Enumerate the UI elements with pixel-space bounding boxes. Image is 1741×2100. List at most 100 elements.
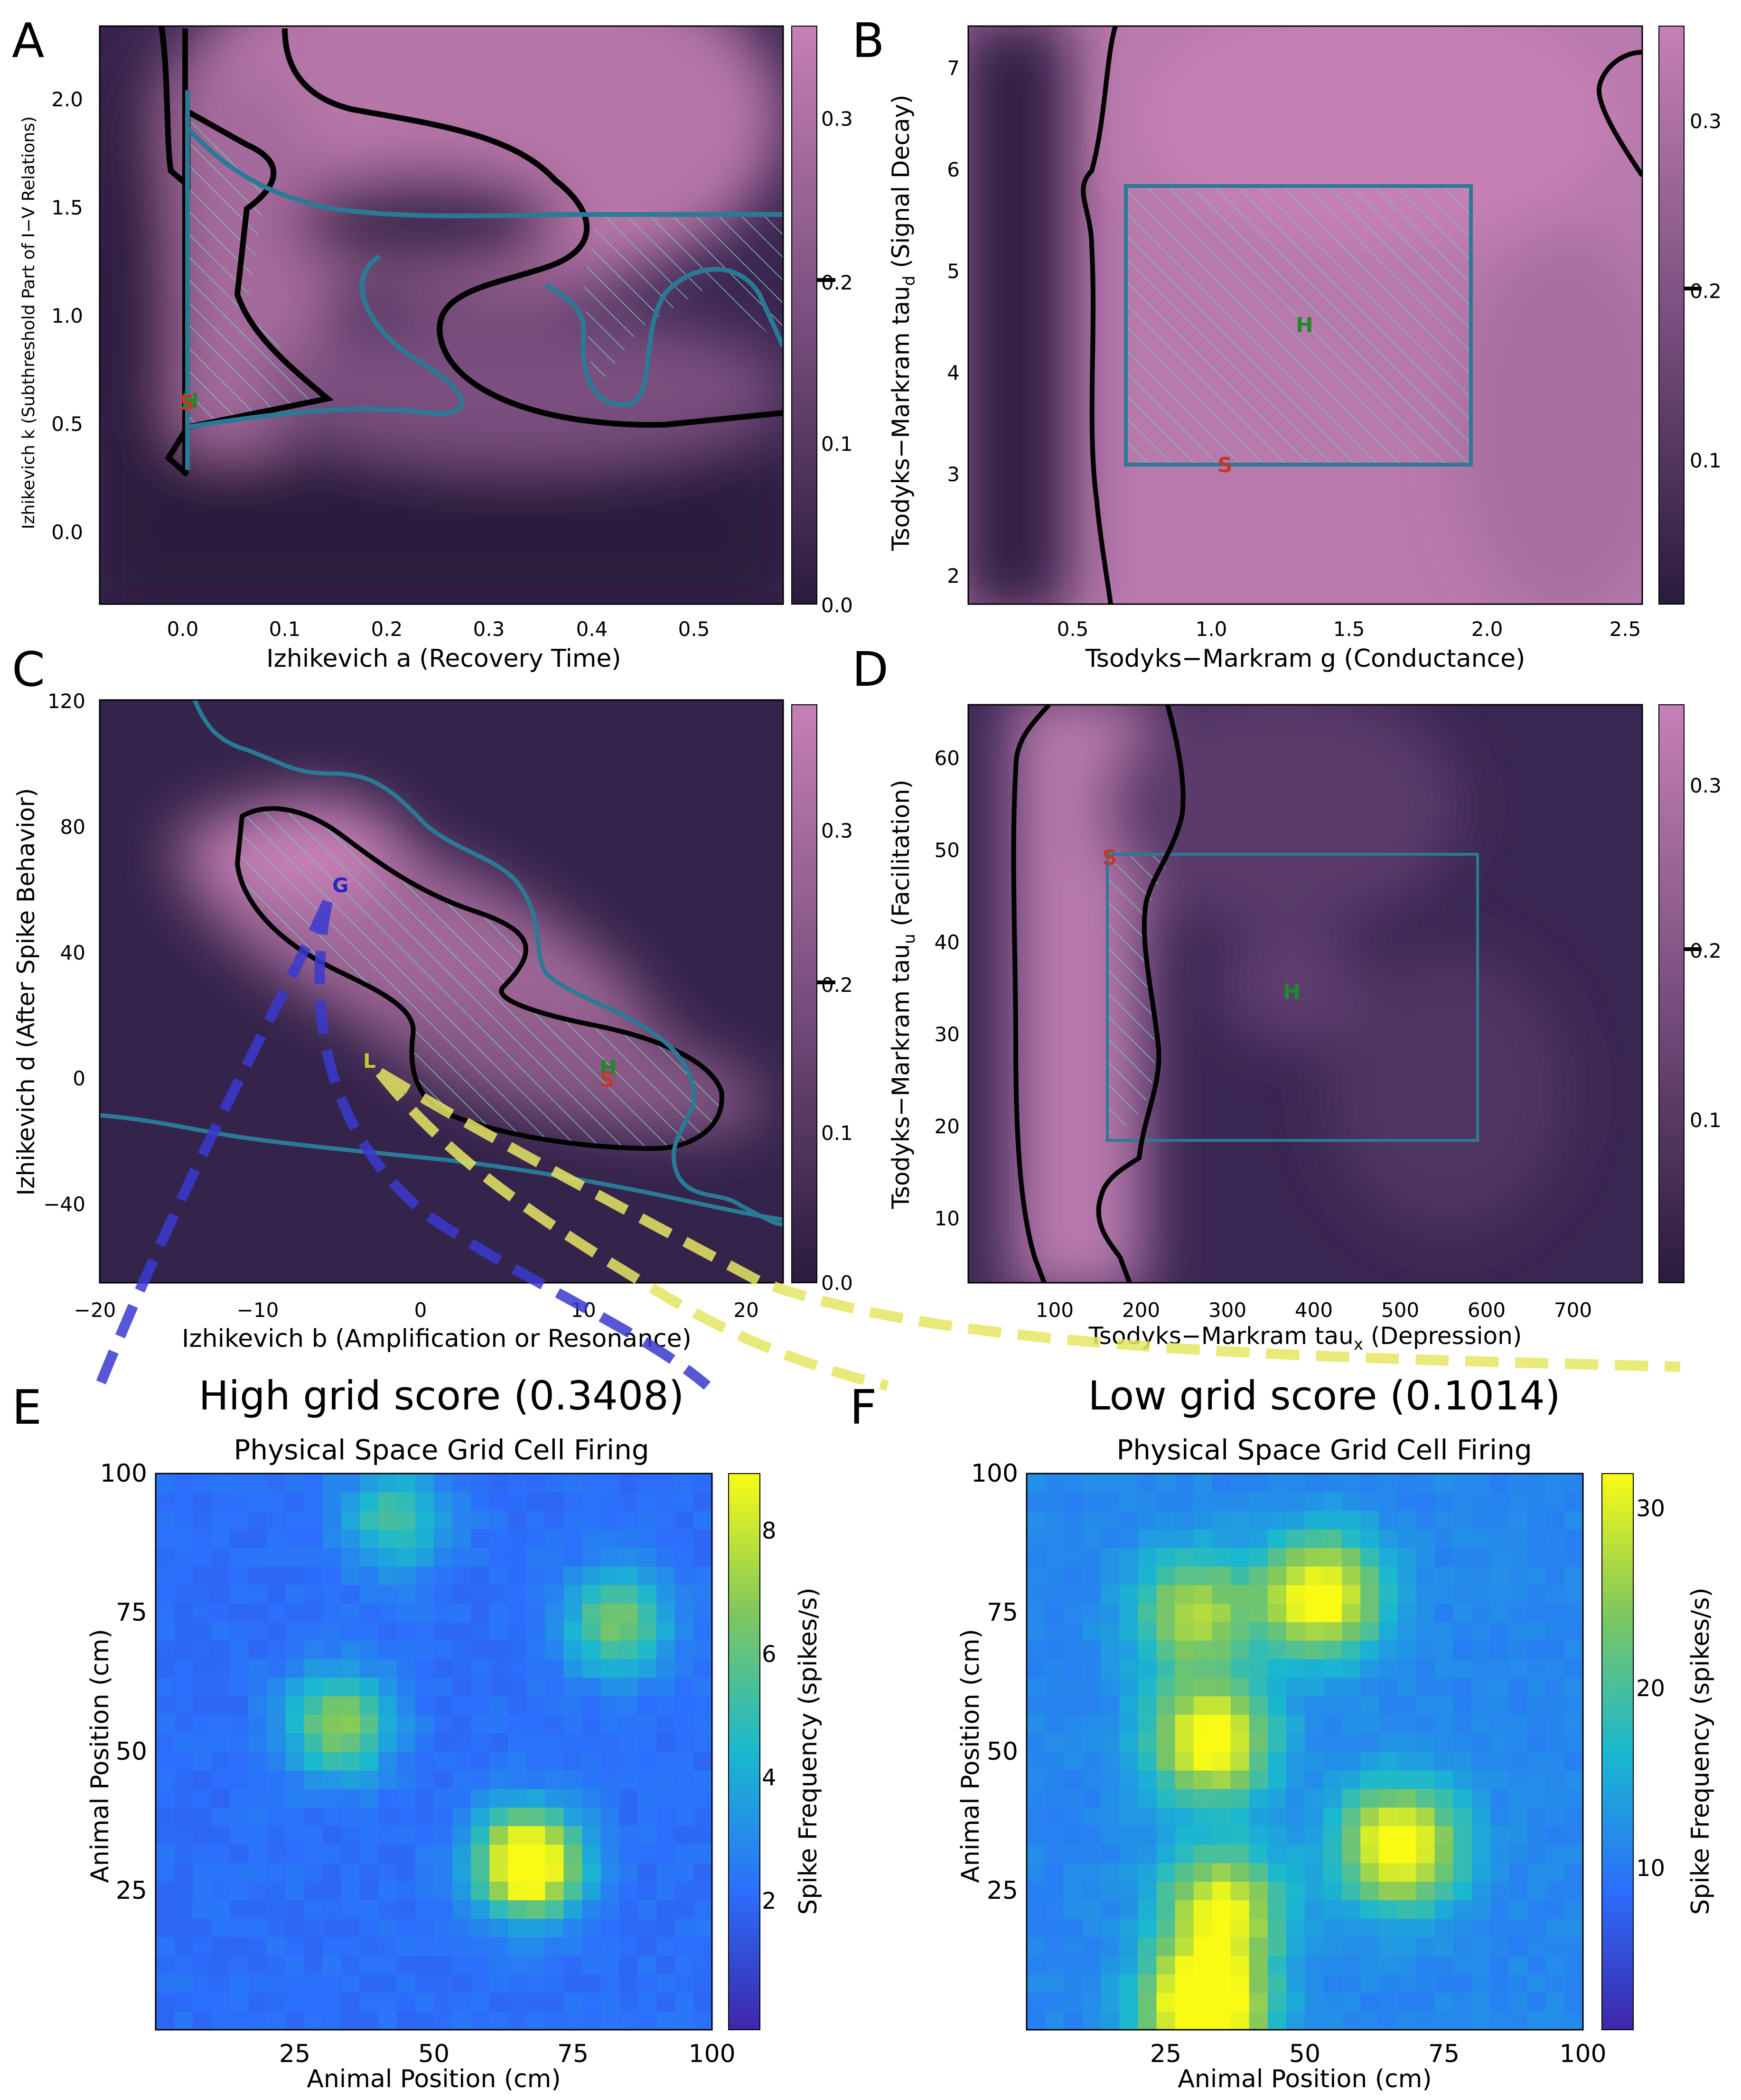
heatmap-cell [285, 1807, 305, 1826]
heatmap-cell [174, 1770, 193, 1789]
heatmap-cell [1527, 2011, 1546, 2030]
heatmap-cell [1453, 1900, 1472, 1919]
heatmap-cell [1119, 1622, 1138, 1641]
heatmap-cell [674, 1640, 694, 1660]
heatmap-cell [489, 1585, 508, 1604]
heatmap-cell [211, 1640, 230, 1660]
heatmap-cell [1212, 1622, 1231, 1641]
heatmap-cell [1045, 1474, 1064, 1493]
heatmap-cell [285, 1826, 305, 1845]
heatmap-cell [489, 1881, 508, 1901]
heatmap-cell [452, 1900, 471, 1919]
panel-a-mid-band [256, 313, 783, 465]
heatmap-cell [1212, 1807, 1231, 1826]
heatmap-cell [1138, 1844, 1157, 1863]
panel-c-ytick: 40 [60, 941, 85, 964]
panel-c-black-contour [234, 806, 724, 1151]
heatmap-cell [1342, 1585, 1361, 1604]
heatmap-cell [434, 1937, 453, 1956]
heatmap-cell [341, 1974, 360, 1993]
heatmap-cell [674, 1566, 694, 1585]
heatmap-cell [1416, 1585, 1435, 1604]
heatmap-cell [322, 1511, 342, 1530]
heatmap-cell [193, 1585, 212, 1604]
heatmap-cell [508, 1622, 527, 1641]
heatmap-cell [1101, 1603, 1120, 1623]
panel-a-colorbar: 0.0 0.1 0.2 0.3 [791, 26, 853, 617]
heatmap-cell [396, 1548, 416, 1567]
heatmap-cell [656, 1789, 675, 1808]
heatmap-cell [359, 1900, 379, 1919]
heatmap-cell [471, 1974, 490, 1993]
heatmap-cell [1212, 1696, 1231, 1715]
heatmap-cell [1101, 2011, 1120, 2030]
heatmap-cell [1249, 1918, 1268, 1938]
heatmap-cell [285, 1900, 305, 1919]
panel-e-ytick: 50 [116, 1737, 147, 1766]
heatmap-cell [304, 1696, 323, 1715]
heatmap-cell [1545, 1733, 1565, 1752]
heatmap-cell [1490, 1974, 1509, 1993]
heatmap-cell [1397, 1677, 1416, 1697]
heatmap-cell [322, 1863, 342, 1882]
heatmap-cell [248, 1714, 267, 1734]
heatmap-cell [1249, 1974, 1268, 1993]
heatmap-cell [693, 1603, 712, 1623]
heatmap-cell [322, 1622, 342, 1641]
heatmap-cell [1082, 2011, 1101, 2030]
heatmap-cell [637, 1529, 657, 1548]
heatmap-cell [267, 1937, 286, 1956]
heatmap-cell [545, 1714, 564, 1734]
heatmap-cell [174, 1826, 193, 1845]
heatmap-cell [322, 1826, 342, 1845]
heatmap-cell [248, 1622, 267, 1641]
heatmap-cell [248, 1752, 267, 1771]
heatmap-cell [434, 1881, 453, 1901]
heatmap-cell [452, 1789, 471, 1808]
heatmap-cell [1564, 1844, 1583, 1863]
heatmap-cell [563, 1640, 583, 1660]
heatmap-cell [471, 1752, 490, 1771]
heatmap-cell [378, 1640, 397, 1660]
heatmap-cell [1453, 1622, 1472, 1641]
heatmap-cell [674, 1974, 694, 1993]
heatmap-cell [1045, 1714, 1064, 1734]
heatmap-cell [1416, 1677, 1435, 1697]
heatmap-cell [1119, 1992, 1138, 2012]
heatmap-cell [1212, 1826, 1231, 1845]
heatmap-cell [1045, 1844, 1064, 1863]
heatmap-cell [267, 2011, 286, 2030]
heatmap-cell [452, 1659, 471, 1678]
heatmap-cell [471, 1548, 490, 1567]
heatmap-cell [1156, 1529, 1176, 1548]
heatmap-cell [1119, 1900, 1138, 1919]
heatmap-cell [1323, 1659, 1342, 1678]
heatmap-cell [619, 1789, 638, 1808]
panel-c-marker-g: G [332, 874, 348, 897]
heatmap-cell [600, 1752, 620, 1771]
heatmap-cell [1527, 1492, 1546, 1511]
heatmap-cell [1564, 1566, 1583, 1585]
heatmap-cell [1156, 1918, 1176, 1938]
heatmap-cell [1230, 1863, 1250, 1882]
heatmap-cell [1138, 1603, 1157, 1623]
heatmap-cell [1490, 1474, 1509, 1493]
heatmap-cell [248, 1566, 267, 1585]
heatmap-cell [600, 1844, 620, 1863]
heatmap-cell [378, 1548, 397, 1567]
heatmap-cell [1490, 1696, 1509, 1715]
heatmap-cell [341, 1733, 360, 1752]
heatmap-cell [1416, 1752, 1435, 1771]
heatmap-cell [396, 1474, 416, 1493]
heatmap-cell [174, 1881, 193, 1901]
heatmap-cell [1545, 1974, 1565, 1993]
heatmap-cell [1360, 1937, 1379, 1956]
heatmap-cell [1360, 1640, 1379, 1660]
heatmap-cell [582, 1677, 601, 1697]
heatmap-cell [1416, 2011, 1435, 2030]
heatmap-cell [1323, 1640, 1342, 1660]
heatmap-cell [1267, 1714, 1287, 1734]
heatmap-cell [1342, 1863, 1361, 1882]
heatmap-cell [248, 1992, 267, 2012]
heatmap-cell [1564, 1603, 1583, 1623]
